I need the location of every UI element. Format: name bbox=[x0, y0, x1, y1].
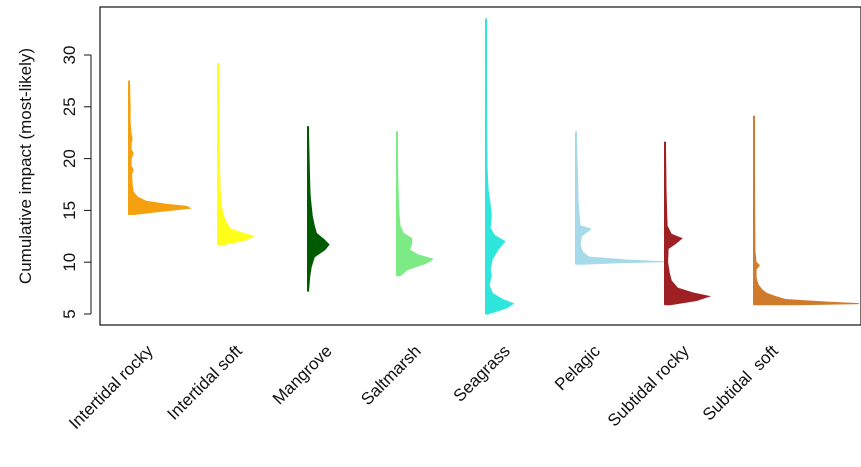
y-tick-label: 30 bbox=[60, 46, 79, 65]
category-label: Pelagic bbox=[551, 341, 604, 394]
y-axis-title: Cumulative impact (most-likely) bbox=[16, 48, 35, 284]
violin-pelagic bbox=[575, 131, 666, 265]
y-tick-label: 5 bbox=[60, 309, 79, 318]
category-label: Saltmarsh bbox=[357, 341, 425, 409]
violin-seagrass bbox=[485, 18, 515, 315]
y-axis: 5 10 15 20 25 30 bbox=[60, 46, 92, 319]
y-tick-label: 20 bbox=[60, 149, 79, 168]
violin-group bbox=[128, 18, 860, 315]
violin-intertidal-soft bbox=[217, 62, 256, 246]
violin-subtidal-soft bbox=[753, 115, 860, 306]
violin-subtidal-rocky bbox=[664, 141, 712, 306]
category-label: Seagrass bbox=[450, 341, 514, 405]
category-label: Intertidal soft bbox=[164, 341, 246, 423]
violin-intertidal-rocky bbox=[128, 80, 192, 215]
category-label: Intertidal rocky bbox=[65, 341, 157, 433]
category-label: Mangrove bbox=[269, 341, 336, 408]
violin-mangrove bbox=[307, 126, 330, 292]
y-tick-label: 25 bbox=[60, 97, 79, 116]
y-tick-label: 15 bbox=[60, 201, 79, 220]
category-labels: Intertidal rocky Intertidal soft Mangrove S… bbox=[65, 341, 782, 433]
violin-saltmarsh bbox=[396, 131, 434, 277]
category-label: Subtidal soft bbox=[699, 341, 782, 424]
category-label: Subtidal rocky bbox=[604, 341, 693, 430]
y-tick-label: 10 bbox=[60, 253, 79, 272]
plot-frame bbox=[99, 6, 861, 326]
